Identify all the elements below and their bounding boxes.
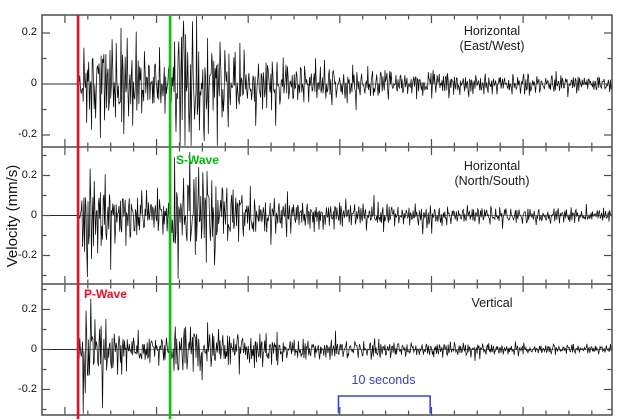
panel-title-line2: (North/South): [454, 174, 530, 188]
y-tick-label: 0.2: [21, 303, 37, 315]
plot-border: [41, 14, 613, 416]
panel-title-line1: Horizontal: [463, 159, 521, 173]
y-tick-label: -0.2: [18, 249, 37, 261]
panel-title-line1: Vertical: [471, 296, 513, 310]
time-scale-bar: [337, 395, 431, 414]
y-tick-label: -0.2: [18, 128, 37, 140]
y-tick-label: 0: [30, 77, 37, 89]
panel-title-east-west: Horizontal (East/West): [418, 24, 566, 54]
p-wave-label: P-Wave: [84, 287, 127, 301]
y-tick-label: 0.2: [21, 26, 37, 38]
panel-title-vertical: Vertical: [418, 296, 566, 311]
seismogram-trace-1: [42, 16, 613, 146]
panel-title-line2: (East/West): [459, 39, 525, 53]
seismogram-trace-2: [42, 152, 613, 279]
y-tick-label: 0: [30, 209, 37, 221]
time-scale-label: 10 seconds: [351, 373, 416, 387]
panel-title-north-south: Horizontal (North/South): [418, 159, 566, 189]
s-wave-label: S-Wave: [176, 153, 219, 167]
y-tick-label: -0.2: [18, 383, 37, 395]
panel-title-line1: Horizontal: [463, 24, 521, 38]
y-tick-label: 0.2: [21, 169, 37, 181]
seismogram-trace-3: [42, 298, 613, 414]
y-tick-label: 0: [30, 343, 37, 355]
